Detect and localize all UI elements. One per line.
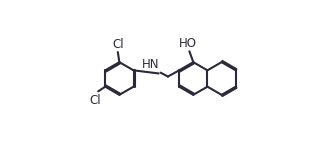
Text: HN: HN (142, 58, 159, 71)
Text: HO: HO (179, 37, 197, 50)
Text: Cl: Cl (89, 94, 101, 107)
Text: Cl: Cl (112, 38, 124, 51)
